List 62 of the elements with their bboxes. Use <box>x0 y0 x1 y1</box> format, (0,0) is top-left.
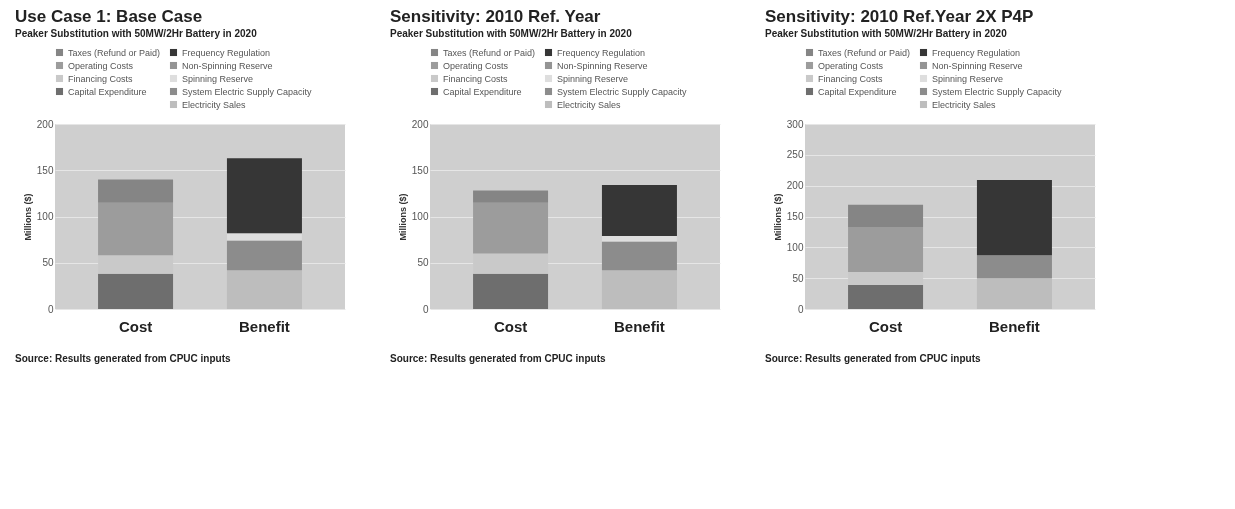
y-tick-label: 300 <box>786 118 804 130</box>
y-tick-label: 100 <box>786 241 804 253</box>
y-tick-label: 150 <box>411 164 429 176</box>
chart-subtitle: Peaker Substitution with 50MW/2Hr Battery in 2020 <box>15 28 258 39</box>
legend-label: Taxes (Refund or Paid) <box>68 47 161 58</box>
chart-title: Use Case 1: Base Case <box>15 7 203 26</box>
legend-label: Electricity Sales <box>932 99 997 110</box>
legend-label: Frequency Regulation <box>932 47 1021 58</box>
y-axis-title: Millions ($) <box>22 193 33 241</box>
y-tick-label: 250 <box>786 149 804 161</box>
legend-label: Capital Expenditure <box>68 86 147 97</box>
legend-label: Financing Costs <box>818 73 884 84</box>
source-note: Source: Results generated from CPUC inputs <box>765 353 982 364</box>
legend-label: Spinning Reserve <box>182 73 254 84</box>
y-tick-label: 50 <box>42 257 54 269</box>
x-tick-label: Benefit <box>239 317 290 335</box>
chart-subtitle: Peaker Substitution with 50MW/2Hr Battery in 2020 <box>390 28 633 39</box>
legend-label: Taxes (Refund or Paid) <box>818 47 911 58</box>
legend-label: Non-Spinning Reserve <box>557 60 648 71</box>
legend-label: Spinning Reserve <box>932 73 1004 84</box>
y-tick-label: 150 <box>786 211 804 222</box>
legend-label: Financing Costs <box>443 73 509 84</box>
x-tick-label: Cost <box>118 317 153 335</box>
y-tick-label: 200 <box>36 118 54 130</box>
legend-label: System Electric Supply Capacity <box>932 86 1063 97</box>
legend-label: Non-Spinning Reserve <box>932 60 1023 71</box>
y-tick-label: 100 <box>36 211 54 222</box>
x-tick-label: Cost <box>493 317 528 335</box>
legend-label: System Electric Supply Capacity <box>557 86 688 97</box>
legend-label: Capital Expenditure <box>818 86 897 97</box>
legend-label: Operating Costs <box>443 60 509 71</box>
legend-label: Electricity Sales <box>557 99 622 110</box>
y-axis-title: Millions ($) <box>397 193 408 241</box>
legend-label: Spinning Reserve <box>557 73 629 84</box>
legend-label: Taxes (Refund or Paid) <box>443 47 536 58</box>
legend-label: System Electric Supply Capacity <box>182 86 313 97</box>
legend-label: Frequency Regulation <box>182 47 271 58</box>
x-tick-label: Benefit <box>989 317 1040 335</box>
legend-label: Operating Costs <box>818 60 884 71</box>
chart-title: Sensitivity: 2010 Ref.Year 2X P4P <box>765 7 1034 26</box>
y-tick-label: 150 <box>36 164 54 176</box>
y-axis-title: Millions ($) <box>772 193 783 241</box>
chart-subtitle: Peaker Substitution with 50MW/2Hr Battery in 2020 <box>765 28 1008 39</box>
source-note: Source: Results generated from CPUC inputs <box>390 353 607 364</box>
legend-label: Capital Expenditure <box>443 86 522 97</box>
y-tick-label: 0 <box>422 303 429 315</box>
y-tick-label: 0 <box>797 303 804 315</box>
legend-label: Electricity Sales <box>182 99 247 110</box>
x-tick-label: Cost <box>868 317 903 335</box>
chart-title: Sensitivity: 2010 Ref. Year <box>390 7 601 26</box>
y-tick-label: 50 <box>792 272 804 284</box>
source-note: Source: Results generated from CPUC inputs <box>15 353 232 364</box>
y-tick-label: 200 <box>786 180 804 192</box>
y-tick-label: 200 <box>411 118 429 130</box>
y-tick-label: 0 <box>47 303 54 315</box>
legend-label: Operating Costs <box>68 60 134 71</box>
legend-label: Financing Costs <box>68 73 134 84</box>
legend-label: Frequency Regulation <box>557 47 646 58</box>
y-tick-label: 100 <box>411 211 429 222</box>
legend-label: Non-Spinning Reserve <box>182 60 273 71</box>
x-tick-label: Benefit <box>614 317 665 335</box>
y-tick-label: 50 <box>417 257 429 269</box>
